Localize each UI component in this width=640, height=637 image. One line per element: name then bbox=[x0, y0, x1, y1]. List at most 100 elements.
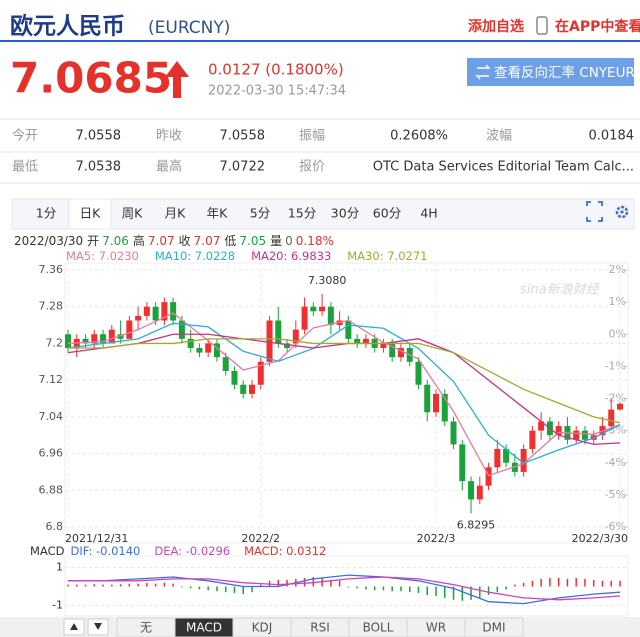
open-app[interactable]: 在APP中查看 bbox=[555, 18, 640, 35]
fullscreen-icon[interactable] bbox=[586, 201, 603, 222]
candle-body bbox=[257, 361, 264, 385]
settings-icon[interactable] bbox=[615, 205, 629, 219]
candle-body bbox=[65, 334, 71, 349]
indicator-tab-label[interactable]: 无 bbox=[140, 621, 152, 635]
macd-bar bbox=[242, 586, 244, 595]
candle-body bbox=[91, 334, 98, 344]
tab[interactable]: 周K bbox=[122, 206, 144, 221]
info-label: 低 bbox=[224, 234, 236, 248]
stat-value: OTC Data Services Editorial Team Calc... bbox=[373, 160, 634, 175]
macd-bar bbox=[444, 586, 446, 598]
candle-body bbox=[222, 357, 229, 371]
candle-body bbox=[292, 329, 299, 344]
indicator-tab-label[interactable]: DMI bbox=[482, 621, 505, 635]
x-tick-label: 2022/2 bbox=[241, 532, 280, 545]
macd-bar bbox=[452, 586, 455, 600]
macd-bar bbox=[426, 586, 428, 596]
ma-line bbox=[67, 312, 621, 477]
indicator-tab-label[interactable]: MACD bbox=[186, 621, 222, 635]
candle-body bbox=[152, 306, 159, 321]
watermark: sina新浪财经 bbox=[520, 282, 601, 298]
macd-bar bbox=[435, 586, 437, 596]
candle-body bbox=[117, 334, 124, 339]
macd-bar bbox=[549, 577, 551, 587]
macd-bar bbox=[154, 583, 157, 587]
candle-body bbox=[555, 426, 562, 436]
indicator-tab-label[interactable]: WR bbox=[426, 621, 446, 635]
y2-tick-label: -4% bbox=[605, 456, 626, 469]
candle-body bbox=[476, 485, 483, 500]
stat-label: 最低 bbox=[12, 160, 38, 175]
tab[interactable]: 年K bbox=[207, 206, 229, 221]
indicator-tab-label[interactable]: RSI bbox=[310, 621, 330, 635]
candle-body bbox=[100, 334, 107, 344]
macd-bar bbox=[575, 577, 577, 587]
y-tick-label: 7.2 bbox=[46, 336, 64, 349]
macd-frame bbox=[64, 555, 629, 617]
candle-body bbox=[310, 306, 317, 312]
stat-value: 7.0538 bbox=[76, 160, 122, 175]
macd-bar bbox=[400, 586, 402, 592]
time: 2022-03-30 15:47:34 bbox=[208, 84, 346, 99]
macd-bar bbox=[408, 586, 411, 593]
macd-bar bbox=[461, 586, 464, 601]
macd-bar bbox=[601, 580, 604, 587]
stat-value: 7.0558 bbox=[76, 129, 122, 144]
candle-body bbox=[205, 343, 212, 353]
candle-body bbox=[170, 302, 177, 321]
macd-tick-label: 1 bbox=[56, 561, 63, 574]
tab[interactable]: 60分 bbox=[373, 206, 401, 221]
candle-body bbox=[468, 481, 475, 500]
add-watchlist[interactable]: 添加自选 bbox=[468, 18, 524, 35]
macd-bar bbox=[382, 586, 385, 591]
indicator-tab-label[interactable]: BOLL bbox=[363, 621, 394, 635]
macd-bar bbox=[76, 584, 78, 587]
y2-tick-label: -2% bbox=[605, 392, 626, 405]
macd-bar bbox=[207, 586, 209, 591]
candle-body bbox=[187, 338, 194, 349]
macd-bar bbox=[102, 584, 104, 587]
tab[interactable]: 月K bbox=[165, 206, 187, 221]
candle-body bbox=[415, 361, 422, 385]
y2-tick-label: -6% bbox=[605, 520, 626, 533]
extreme-label: 7.3080 bbox=[308, 274, 347, 287]
candle-body bbox=[301, 306, 308, 330]
tab[interactable]: 1分 bbox=[36, 206, 56, 221]
candle-body bbox=[389, 343, 396, 358]
ma-legend-entry: MA10: 7.0228 bbox=[155, 249, 235, 263]
tab[interactable]: 日K bbox=[80, 206, 102, 221]
candle-body bbox=[354, 338, 361, 344]
tab[interactable]: 15分 bbox=[288, 206, 316, 221]
indicator-tab[interactable] bbox=[464, 617, 524, 637]
y2-tick-label: 1% bbox=[609, 295, 626, 308]
info-value: 0 bbox=[285, 234, 293, 248]
candle-body bbox=[82, 338, 89, 344]
dif-line bbox=[68, 574, 621, 605]
indicator-tab-label[interactable]: KDJ bbox=[252, 621, 273, 635]
tab[interactable]: 30分 bbox=[331, 206, 359, 221]
reverse-button-label[interactable]: 查看反向汇率 CNYEUR bbox=[494, 64, 635, 81]
x-tick-label: 2022/3 bbox=[417, 532, 456, 545]
macd-bar bbox=[303, 577, 306, 587]
up-arrow bbox=[165, 61, 189, 98]
stat-label: 昨收 bbox=[156, 129, 182, 144]
candle-body bbox=[433, 393, 439, 413]
candle-body bbox=[397, 348, 404, 358]
info-value: 7.07 bbox=[194, 234, 221, 248]
tab[interactable]: 4H bbox=[420, 206, 437, 221]
candle-body bbox=[538, 421, 545, 431]
candle-body bbox=[161, 302, 168, 321]
price: 7.0685 bbox=[10, 54, 172, 103]
dif-label: DIF: -0.0140 bbox=[70, 544, 140, 558]
candle-body bbox=[240, 384, 247, 394]
tab[interactable]: 5分 bbox=[250, 206, 270, 221]
dea-label: DEA: -0.0296 bbox=[154, 544, 230, 558]
candle-body bbox=[581, 430, 588, 440]
y2-tick-label: -5% bbox=[605, 488, 626, 501]
reverse-button[interactable] bbox=[467, 58, 634, 86]
y2-tick-label: 2% bbox=[609, 263, 626, 276]
dea-line bbox=[68, 576, 621, 601]
macd-title: MACD bbox=[30, 544, 65, 558]
phone-icon bbox=[536, 16, 548, 35]
